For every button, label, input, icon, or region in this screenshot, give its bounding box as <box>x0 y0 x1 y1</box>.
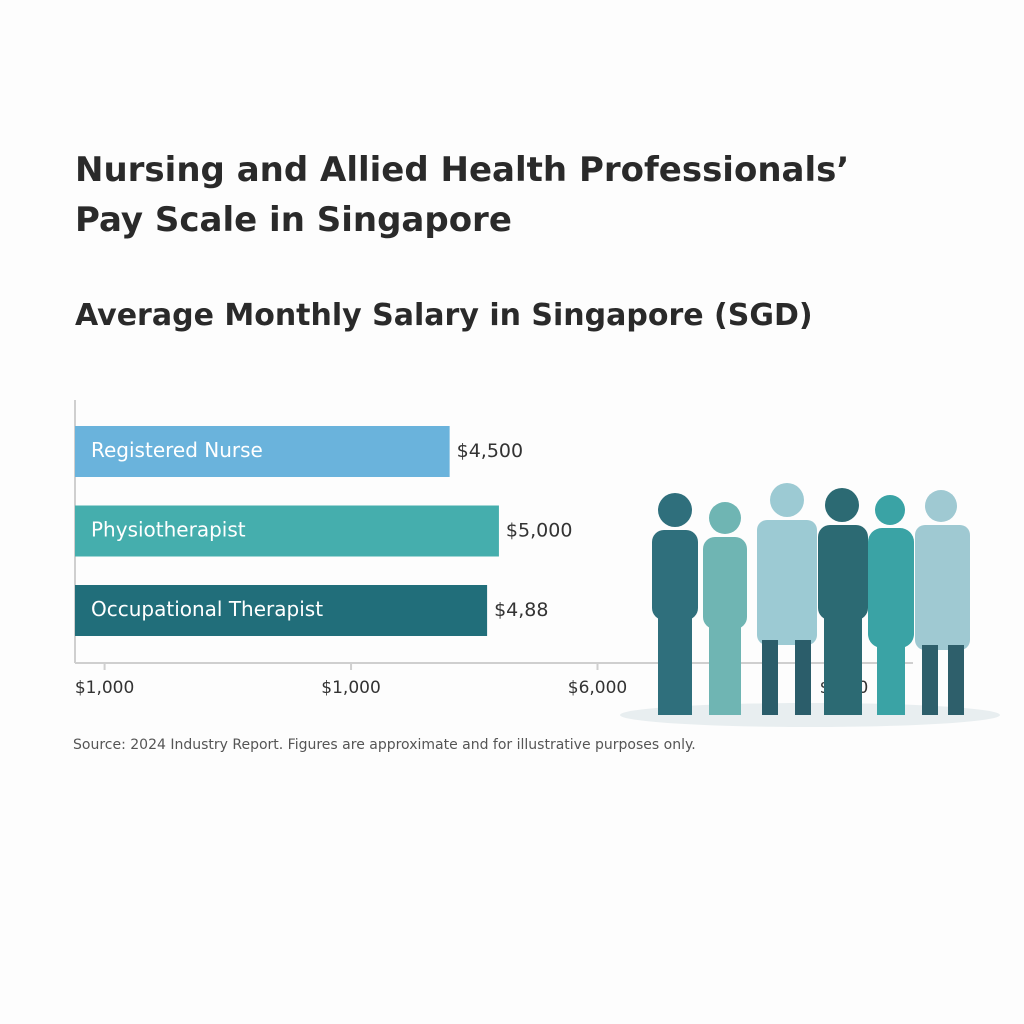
bar <box>75 505 499 557</box>
bar <box>75 585 488 636</box>
illustration <box>620 483 1000 727</box>
x-tick-label: $6,000 <box>568 678 627 698</box>
bar-category-label: Registered Nurse <box>91 438 263 462</box>
source-note: Source: 2024 Industry Report. Figures ar… <box>73 737 696 753</box>
chart-subtitle: Average Monthly Salary in Singapore (SGD… <box>75 298 813 333</box>
bar <box>75 426 450 477</box>
chart-title: Nursing and Allied Health Professionals’… <box>75 150 850 240</box>
value-label: $5,000 <box>506 520 572 542</box>
value-label: $4,500 <box>457 440 523 462</box>
bar-category-label: Occupational Therapist <box>91 597 323 621</box>
x-tick-label: $1,000 <box>75 678 134 698</box>
x-tick-label: $1,000 <box>321 678 380 698</box>
value-label: $4,88 <box>494 599 548 621</box>
bar-category-label: Physiotherapist <box>91 518 246 542</box>
